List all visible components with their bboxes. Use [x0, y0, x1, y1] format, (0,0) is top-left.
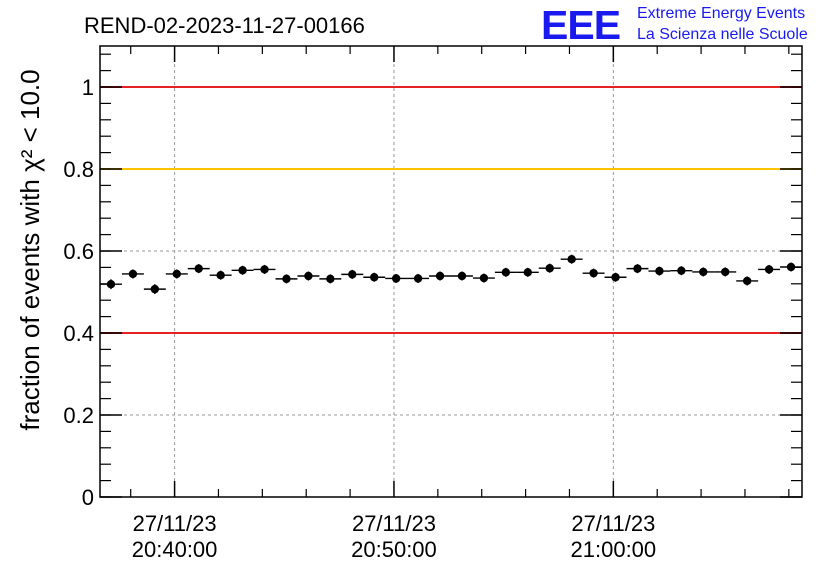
data-point [648, 266, 671, 276]
point-marker [742, 276, 752, 286]
data-points [100, 254, 802, 295]
plot-frame [99, 45, 803, 498]
point-marker [501, 268, 511, 277]
point-marker [391, 274, 401, 283]
point-marker [764, 265, 774, 274]
eee-logo: EEE Extreme Energy Events La Scienza nel… [541, 2, 808, 48]
y-axis-label: fraction of events with χ² < 10.0 [15, 69, 45, 430]
x-tick-date: 27/11/23 [571, 511, 655, 536]
point-marker [370, 273, 379, 282]
data-point [494, 267, 517, 277]
data-point [692, 267, 715, 277]
reference-lines [100, 86, 802, 334]
point-marker [172, 269, 181, 279]
x-tick-date: 27/11/23 [133, 511, 217, 536]
point-marker [128, 269, 138, 279]
data-point [582, 268, 605, 278]
data-point [451, 271, 473, 281]
x-tick-date: 27/11/23 [352, 511, 436, 536]
point-marker [677, 266, 686, 275]
data-point [714, 267, 737, 277]
logo-line-2: La Scienza nelle Scuole [637, 26, 808, 43]
point-marker [238, 266, 247, 275]
point-marker [721, 267, 730, 277]
data-point [538, 263, 561, 273]
point-marker [326, 274, 335, 284]
point-marker [457, 271, 467, 281]
data-point [407, 273, 430, 283]
point-marker [589, 268, 598, 278]
data-point [341, 269, 364, 279]
point-marker [655, 266, 664, 276]
data-point [143, 284, 166, 295]
point-marker [282, 274, 291, 284]
x-tick-time: 20:50:00 [351, 537, 437, 562]
data-point [736, 276, 759, 286]
point-marker [348, 270, 357, 279]
point-marker [567, 255, 576, 264]
data-point [319, 274, 342, 284]
chart-title: REND-02-2023-11-27-00166 [84, 13, 365, 38]
logo-mark: EEE [541, 2, 620, 48]
point-marker [304, 271, 313, 281]
point-marker [479, 273, 489, 283]
data-point [275, 274, 298, 284]
point-marker [545, 264, 554, 273]
data-point [121, 269, 144, 279]
y-tick-label: 0.8 [63, 157, 94, 182]
data-point [187, 264, 210, 274]
data-point [165, 269, 188, 279]
data-point [626, 264, 649, 274]
x-tick-time: 20:40:00 [132, 537, 218, 562]
data-point [758, 264, 781, 274]
logo-line-1: Extreme Energy Events [637, 5, 805, 22]
data-point [385, 273, 408, 283]
data-point [516, 267, 539, 277]
point-marker [216, 270, 225, 280]
data-point [472, 273, 495, 283]
data-point [604, 272, 627, 282]
point-marker [523, 268, 532, 277]
data-point [363, 272, 386, 282]
x-tick-time: 21:00:00 [571, 537, 657, 562]
data-point [297, 271, 320, 281]
y-tick-label: 0.4 [63, 321, 94, 346]
point-marker [699, 267, 708, 277]
y-tick-label: 0.2 [63, 403, 94, 428]
axes: 00.20.40.60.8127/11/2320:40:0027/11/2320… [63, 46, 802, 562]
data-point [670, 266, 693, 276]
y-tick-label: 0 [82, 485, 94, 510]
point-marker [150, 284, 160, 294]
point-marker [194, 264, 203, 273]
data-point [253, 264, 276, 274]
point-marker [260, 265, 269, 274]
data-point [429, 271, 451, 281]
data-point [209, 270, 232, 280]
point-marker [435, 271, 445, 281]
point-marker [633, 264, 642, 273]
data-point [231, 265, 254, 275]
point-marker [611, 273, 620, 282]
y-tick-label: 0.6 [63, 239, 94, 264]
data-point [560, 254, 583, 264]
y-tick-label: 1 [82, 75, 94, 100]
point-marker [413, 274, 423, 283]
